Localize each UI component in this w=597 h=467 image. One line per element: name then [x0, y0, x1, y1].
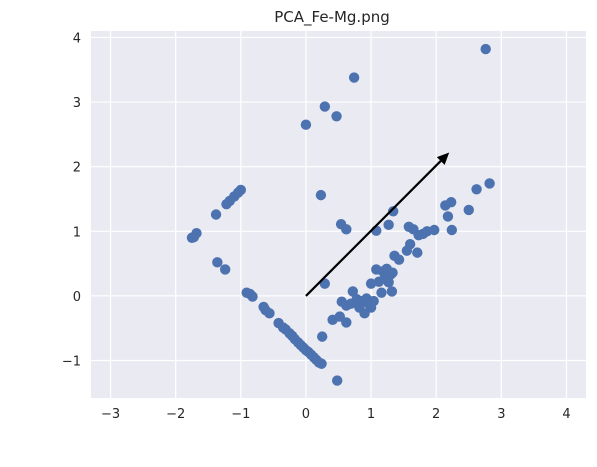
data-point: [471, 184, 482, 195]
data-point: [331, 375, 343, 386]
direction-arrow: [305, 152, 450, 297]
x-axis-ticks: −3 −2 −1 0 1 2 3 4: [101, 407, 571, 422]
data-point: [347, 286, 359, 297]
x-tick-label: 1: [367, 407, 375, 422]
data-point: [264, 308, 275, 319]
data-point: [341, 224, 352, 235]
data-point: [376, 287, 387, 298]
data-point: [445, 197, 457, 208]
data-point: [315, 189, 327, 201]
data-point: [317, 331, 328, 342]
y-tick-label: 1: [73, 225, 81, 240]
data-point: [219, 264, 231, 275]
data-point: [191, 228, 202, 239]
data-point: [235, 184, 247, 196]
data-point: [404, 239, 416, 250]
data-point: [446, 224, 458, 236]
y-axis-ticks: −1 0 1 2 3 4: [62, 31, 81, 369]
y-tick-label: 4: [73, 31, 81, 46]
data-point: [331, 111, 342, 122]
data-points: [186, 43, 495, 386]
data-point: [484, 178, 495, 189]
data-point: [212, 257, 223, 268]
x-tick-label: 0: [302, 407, 310, 422]
data-point: [412, 247, 423, 258]
x-tick-label: 3: [497, 407, 505, 422]
x-tick-label: 2: [432, 407, 440, 422]
x-tick-label: −2: [166, 407, 185, 422]
data-point: [442, 211, 454, 222]
data-point: [365, 278, 377, 289]
y-tick-label: 0: [73, 290, 81, 305]
plot-area: [91, 31, 586, 398]
data-point: [429, 224, 440, 236]
data-point: [319, 101, 331, 112]
data-point: [480, 43, 491, 55]
data-point: [247, 291, 258, 302]
data-point: [463, 204, 474, 216]
x-tick-label: 4: [562, 407, 570, 422]
data-point: [316, 358, 327, 369]
data-point: [341, 317, 352, 328]
x-tick-label: −1: [231, 407, 250, 422]
data-point: [386, 286, 398, 297]
data-point: [387, 267, 398, 278]
arrow-shaft: [305, 160, 442, 297]
y-tick-label: 2: [73, 161, 81, 176]
data-point: [383, 219, 394, 231]
grid: [91, 31, 586, 398]
arrow-head: [436, 152, 450, 165]
x-tick-label: −3: [101, 407, 120, 422]
data-point: [300, 119, 312, 130]
y-tick-label: 3: [73, 96, 81, 111]
data-point: [210, 209, 222, 220]
data-point: [393, 254, 405, 265]
data-point: [388, 206, 399, 217]
chart-title: PCA_Fe-Mg.png: [274, 8, 390, 27]
data-point: [368, 295, 379, 307]
data-point: [348, 72, 360, 83]
y-tick-label: −1: [62, 355, 81, 370]
